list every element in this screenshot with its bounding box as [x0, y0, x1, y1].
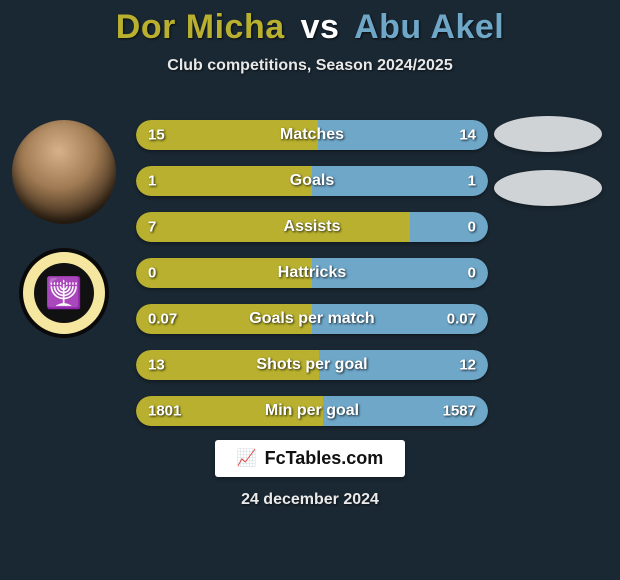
metric-left-value: 1 [148, 173, 156, 190]
metric-left-value: 13 [148, 357, 165, 374]
brand-text: FcTables.com [265, 448, 384, 469]
metric-row: 0.07 0.07 Goals per match [136, 304, 488, 334]
metric-label: Shots per goal [256, 356, 367, 374]
menorah-icon: 🕎 [34, 263, 94, 323]
metric-right-value: 14 [459, 127, 476, 144]
metric-row: 1 1 Goals [136, 166, 488, 196]
chart-icon: 📈 [237, 451, 257, 467]
brand-box: 📈 FcTables.com [215, 440, 406, 477]
metric-label: Matches [280, 126, 344, 144]
metric-right-value: 0 [468, 219, 476, 236]
metric-left-value: 0 [148, 265, 156, 282]
metric-right-value: 1587 [443, 403, 476, 420]
bar-left-segment [136, 212, 410, 242]
metric-left-value: 15 [148, 127, 165, 144]
player-avatar [12, 120, 116, 224]
metric-label: Hattricks [278, 264, 346, 282]
metric-row: 0 0 Hattricks [136, 258, 488, 288]
metric-row: 15 14 Matches [136, 120, 488, 150]
bar-right-segment [312, 166, 488, 196]
bar-right-segment [410, 212, 488, 242]
title-vs: vs [301, 8, 340, 46]
title-player1: Dor Micha [116, 8, 285, 46]
metric-row: 7 0 Assists [136, 212, 488, 242]
club-logo: 🕎 [19, 248, 109, 338]
footer: 📈 FcTables.com 24 december 2024 [0, 440, 620, 509]
player2-placeholder-2 [494, 170, 602, 206]
metric-left-value: 7 [148, 219, 156, 236]
metric-right-value: 0.07 [447, 311, 476, 328]
right-column [490, 116, 606, 206]
title-player2: Abu Akel [354, 8, 504, 46]
bar-left-segment [136, 166, 312, 196]
metric-left-value: 1801 [148, 403, 181, 420]
metric-right-value: 1 [468, 173, 476, 190]
metric-left-value: 0.07 [148, 311, 177, 328]
comparison-bars: 15 14 Matches 1 1 Goals 7 0 Assists 0 0 Hattricks 0.… [136, 120, 488, 426]
metric-right-value: 12 [459, 357, 476, 374]
player2-placeholder-1 [494, 116, 602, 152]
metric-row: 1801 1587 Min per goal [136, 396, 488, 426]
metric-label: Goals [290, 172, 334, 190]
metric-row: 13 12 Shots per goal [136, 350, 488, 380]
metric-label: Goals per match [249, 310, 374, 328]
subtitle: Club competitions, Season 2024/2025 [0, 57, 620, 75]
metric-label: Min per goal [265, 402, 359, 420]
metric-label: Assists [284, 218, 341, 236]
date-label: 24 december 2024 [241, 491, 379, 509]
left-column: 🕎 [8, 120, 120, 338]
metric-right-value: 0 [468, 265, 476, 282]
page-title: Dor Micha vs Abu Akel [0, 0, 620, 47]
